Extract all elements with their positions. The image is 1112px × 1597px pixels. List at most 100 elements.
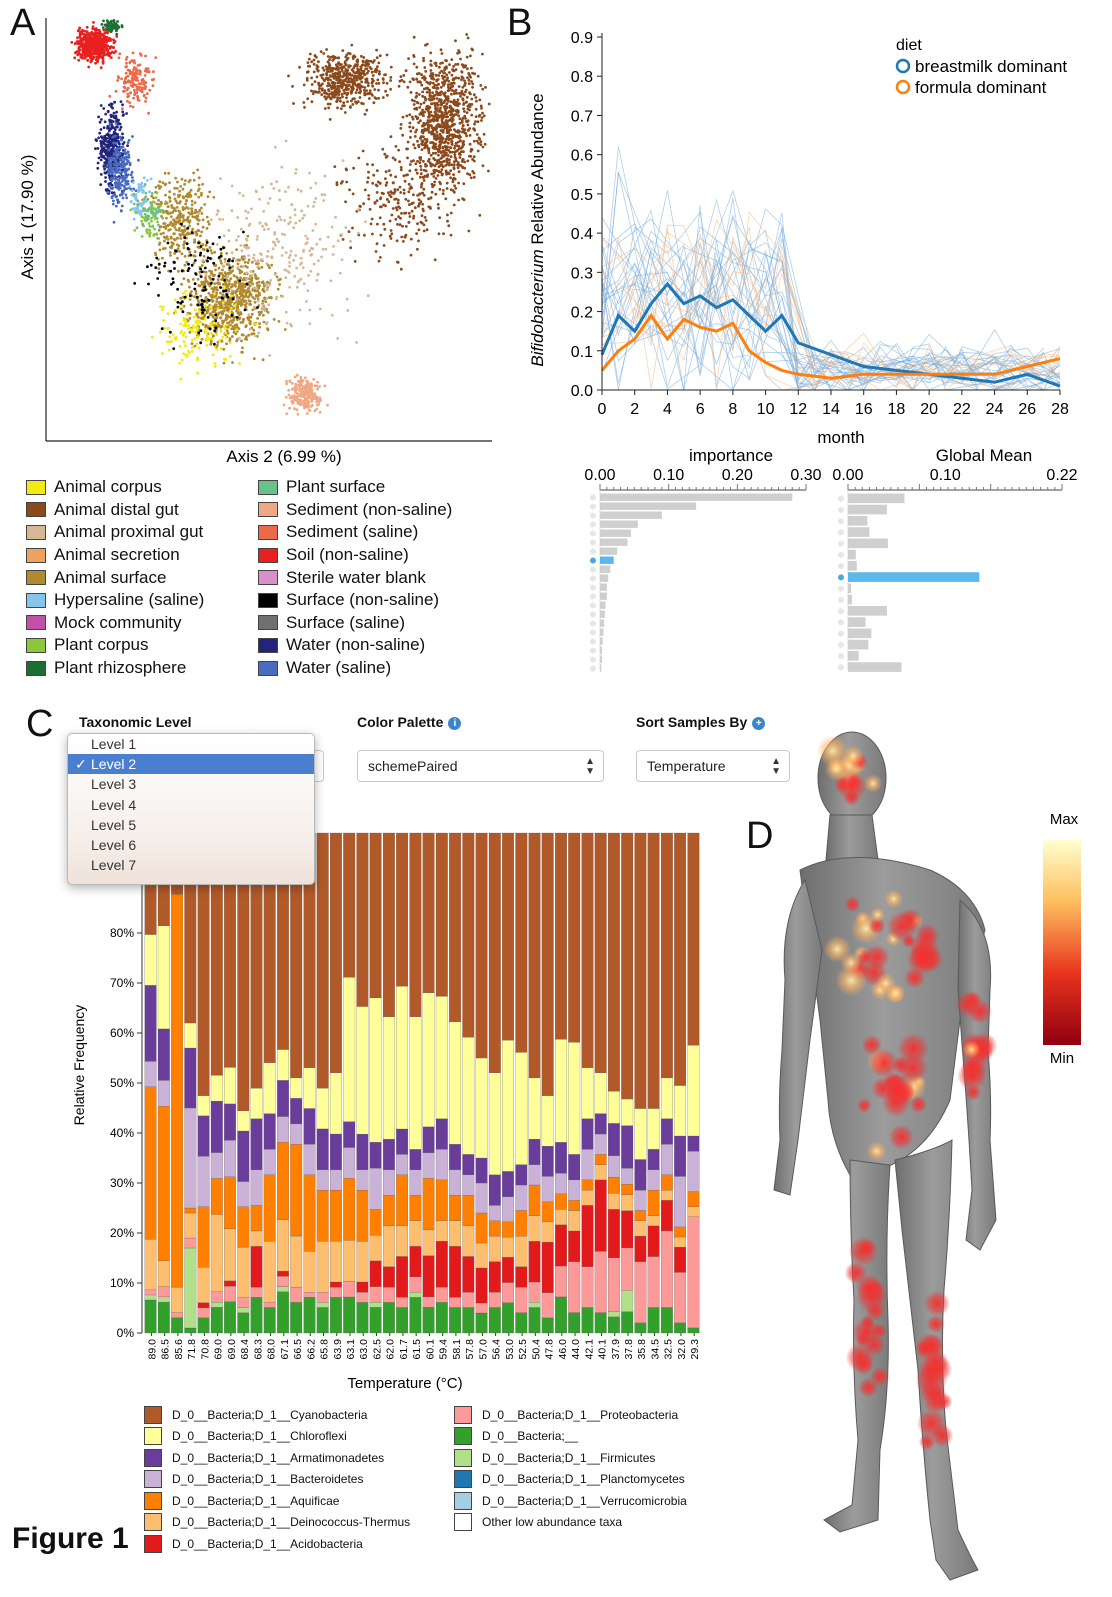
sample-bar[interactable] (422, 832, 435, 1334)
taxon-segment[interactable] (502, 1282, 514, 1303)
taxon-segment[interactable] (303, 1297, 316, 1334)
global-mean-row-marker[interactable] (838, 619, 844, 626)
taxon-segment[interactable] (396, 1225, 409, 1257)
taxon-segment[interactable] (502, 1039, 514, 1172)
taxon-segment[interactable] (607, 832, 620, 1092)
taxon-segment[interactable] (528, 1184, 541, 1216)
taxon-segment[interactable] (184, 1237, 197, 1249)
taxon-segment[interactable] (621, 1098, 634, 1126)
taxon-segment[interactable] (515, 1164, 528, 1186)
taxon-segment[interactable] (594, 1154, 607, 1165)
taxon-segment[interactable] (184, 1212, 197, 1239)
taxon-segment[interactable] (303, 1144, 316, 1175)
global-mean-bar[interactable] (848, 538, 888, 549)
taxon-segment[interactable] (475, 1302, 488, 1314)
taxon-segment[interactable] (475, 1242, 488, 1269)
sample-bar[interactable] (660, 832, 673, 1334)
taxon-segment[interactable] (224, 1280, 236, 1287)
taxon-segment[interactable] (607, 1209, 620, 1258)
level-option[interactable]: ✓ Level 2 (68, 754, 314, 775)
taxon-segment[interactable] (621, 832, 634, 1100)
taxon-segment[interactable] (475, 1312, 488, 1334)
taxon-segment[interactable] (435, 832, 448, 997)
global-mean-bar[interactable] (848, 527, 870, 537)
taxon-segment[interactable] (674, 1272, 687, 1324)
taxon-segment[interactable] (502, 1171, 514, 1197)
taxon-segment[interactable] (555, 1039, 567, 1143)
taxon-segment[interactable] (541, 1221, 554, 1243)
taxon-segment[interactable] (674, 1176, 687, 1228)
taxon-segment[interactable] (435, 1118, 448, 1150)
taxon-segment[interactable] (462, 1292, 475, 1308)
taxon-segment[interactable] (660, 1230, 673, 1308)
taxon-segment[interactable] (594, 1312, 607, 1334)
importance-row-marker[interactable] (590, 620, 596, 627)
taxon-segment[interactable] (674, 1226, 687, 1238)
taxon-segment[interactable] (409, 1149, 422, 1170)
importance-bar[interactable] (600, 529, 631, 537)
taxon-segment[interactable] (581, 832, 594, 1068)
taxon-segment[interactable] (568, 832, 581, 1043)
taxon-segment[interactable] (343, 1281, 356, 1298)
taxon-segment[interactable] (687, 1191, 700, 1207)
taxon-segment[interactable] (263, 1062, 276, 1114)
global-mean-row-marker[interactable] (838, 518, 844, 525)
taxon-segment[interactable] (382, 1286, 395, 1303)
importance-bar[interactable] (600, 628, 604, 636)
importance-row-marker[interactable] (590, 593, 596, 600)
importance-row-marker[interactable] (590, 575, 596, 582)
taxon-segment[interactable] (555, 1193, 567, 1210)
importance-row-marker[interactable] (590, 638, 596, 645)
taxon-segment[interactable] (634, 1220, 647, 1237)
taxon-segment[interactable] (435, 1241, 448, 1288)
taxon-segment[interactable] (449, 1021, 462, 1145)
taxon-segment[interactable] (290, 1123, 303, 1145)
taxon-segment[interactable] (184, 1047, 197, 1109)
sample-bar[interactable] (568, 832, 581, 1334)
importance-bar[interactable] (600, 637, 603, 645)
taxon-segment[interactable] (674, 1322, 687, 1334)
global-mean-row-marker[interactable] (838, 641, 844, 648)
global-mean-row-marker[interactable] (838, 551, 844, 558)
taxon-segment[interactable] (515, 832, 528, 1053)
taxon-segment[interactable] (277, 1270, 289, 1277)
taxon-segment[interactable] (488, 1220, 501, 1237)
taxon-segment[interactable] (621, 1167, 634, 1185)
taxon-segment[interactable] (528, 1302, 541, 1308)
taxon-segment[interactable] (250, 1087, 263, 1119)
taxon-segment[interactable] (687, 1206, 700, 1217)
taxon-segment[interactable] (502, 1221, 514, 1238)
taxon-segment[interactable] (462, 1036, 475, 1155)
taxon-segment[interactable] (382, 1016, 395, 1140)
importance-row-marker[interactable] (590, 557, 596, 564)
taxon-segment[interactable] (237, 1130, 250, 1182)
taxon-segment[interactable] (409, 1220, 422, 1247)
taxon-segment[interactable] (144, 1289, 157, 1296)
taxon-segment[interactable] (224, 1301, 236, 1334)
taxon-segment[interactable] (515, 1235, 528, 1267)
taxon-segment[interactable] (343, 832, 356, 978)
global-mean-bar[interactable] (848, 549, 856, 560)
taxon-segment[interactable] (488, 1292, 501, 1308)
sample-bar[interactable] (329, 832, 342, 1334)
taxon-segment[interactable] (396, 832, 409, 987)
importance-bar[interactable] (600, 664, 602, 672)
importance-row-marker[interactable] (590, 539, 596, 546)
taxon-segment[interactable] (144, 1294, 157, 1301)
taxon-segment[interactable] (435, 1302, 448, 1334)
taxon-segment[interactable] (171, 1317, 184, 1334)
taxon-segment[interactable] (409, 1292, 422, 1298)
taxon-segment[interactable] (555, 832, 567, 1040)
taxon-segment[interactable] (396, 1154, 409, 1175)
taxon-segment[interactable] (515, 1184, 528, 1211)
taxon-segment[interactable] (329, 832, 342, 1073)
sample-bar[interactable] (277, 832, 289, 1334)
taxon-segment[interactable] (250, 1286, 263, 1298)
taxon-segment[interactable] (382, 1138, 395, 1170)
importance-bar[interactable] (600, 574, 609, 582)
taxon-segment[interactable] (674, 1236, 687, 1248)
taxon-segment[interactable] (528, 1241, 541, 1283)
sample-bar[interactable] (555, 832, 567, 1334)
taxon-segment[interactable] (674, 832, 687, 1086)
importance-row-marker[interactable] (590, 566, 596, 573)
